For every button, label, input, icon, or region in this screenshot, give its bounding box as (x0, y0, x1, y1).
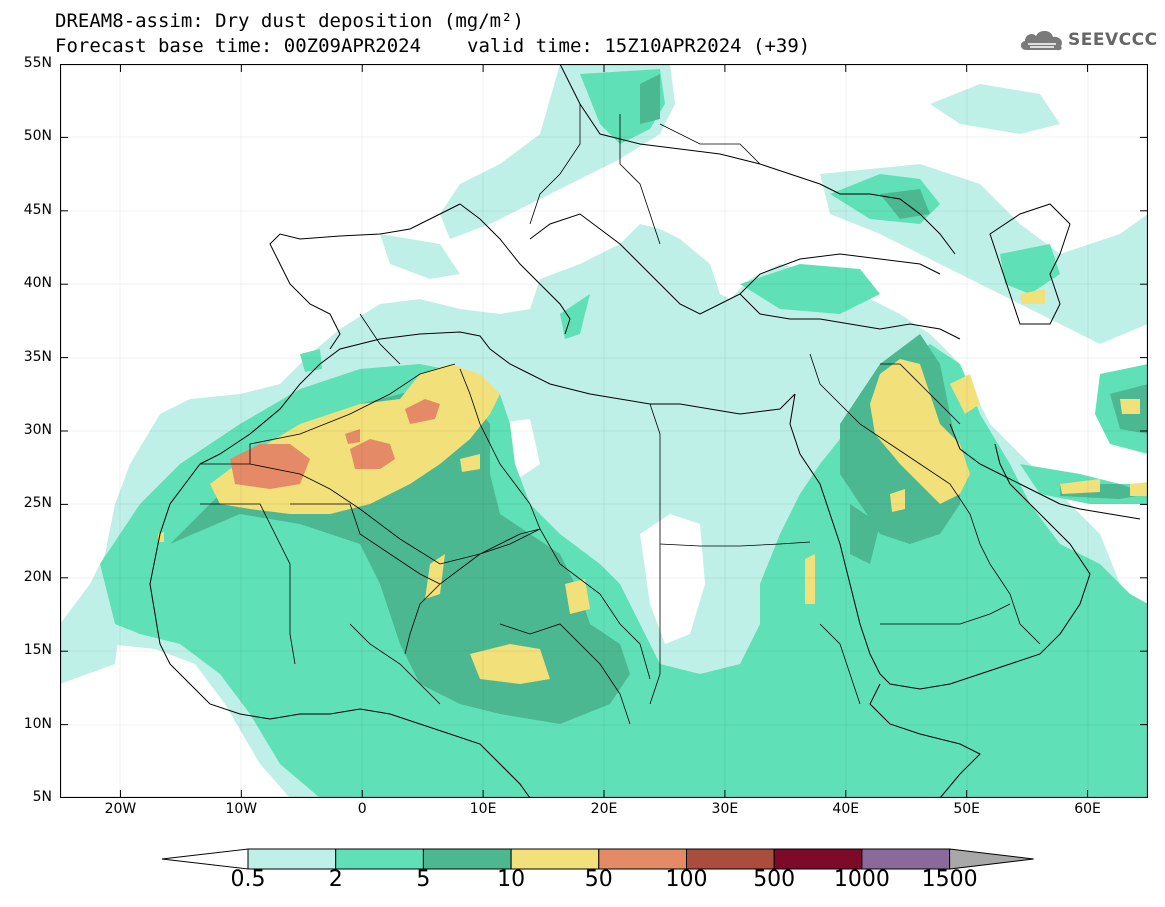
map-title: DREAM8-assim: Dry dust deposition (mg/m²… (55, 10, 524, 32)
lon-label: 0 (357, 801, 367, 817)
colorbar (161, 848, 1034, 870)
lon-label: 20W (104, 801, 137, 817)
dust-deposition-map (60, 64, 1148, 798)
lon-label: 40E (832, 801, 860, 817)
colorbar-cell (598, 848, 687, 870)
coastlines (149, 64, 1141, 798)
colorbar-under-triangle (161, 848, 249, 870)
lon-label: 60E (1074, 801, 1101, 817)
lat-label: 30N (23, 422, 52, 438)
logo-text: SEEVCCC (1068, 30, 1158, 50)
valid-time: valid time: 15Z10APR2024 (+39) (467, 35, 811, 57)
lon-label: 50E (953, 801, 980, 817)
colorbar-label: 1000 (833, 867, 890, 892)
colorbar-label: 1500 (921, 867, 978, 892)
seevccc-logo: SEEVCCC (1018, 26, 1158, 56)
country-borders (200, 104, 1041, 725)
lat-label: 50N (23, 128, 52, 145)
base-time: Forecast base time: 00Z09APR2024 (55, 35, 422, 57)
lat-label: 5N (32, 789, 52, 805)
lon-label: 20E (590, 801, 618, 817)
lat-label: 55N (23, 55, 52, 71)
lat-label: 45N (23, 201, 52, 218)
colorbar-over-triangle (949, 848, 1034, 870)
lon-label: 10E (469, 801, 497, 817)
colorbar-cell (422, 848, 512, 870)
colorbar-label: 500 (753, 867, 796, 892)
cloud-icon (1020, 30, 1063, 51)
colorbar-label: 100 (665, 867, 708, 892)
lon-label: 10W (225, 801, 258, 817)
lat-label: 15N (23, 642, 52, 659)
colorbar-label: 50 (584, 867, 613, 892)
colorbar-label: 0.5 (230, 867, 266, 892)
lat-label: 25N (23, 495, 52, 512)
lat-label: 35N (23, 348, 52, 365)
lon-label: 30E (711, 801, 739, 817)
colorbar-label: 10 (497, 867, 526, 892)
colorbar-cell (686, 848, 775, 870)
colorbar-cell (247, 848, 337, 870)
forecast-times: Forecast base time: 00Z09APR2024 valid ti… (55, 35, 810, 57)
graticule (60, 64, 1148, 798)
lat-label: 40N (23, 275, 52, 292)
colorbar-label: 2 (328, 867, 343, 892)
colorbar-cell (861, 848, 951, 870)
lat-label: 10N (23, 715, 52, 732)
colorbar-cell (510, 848, 600, 870)
colorbar-cell (773, 848, 863, 870)
colorbar-label: 5 (416, 867, 431, 892)
lat-label: 20N (23, 568, 52, 585)
colorbar-cell (335, 848, 424, 870)
axis-ticks (60, 64, 1148, 798)
